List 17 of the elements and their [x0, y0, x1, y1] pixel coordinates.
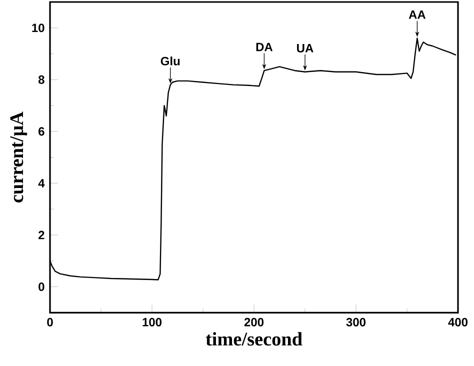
x-tick-label: 200 — [244, 318, 264, 326]
x-tick-label: 100 — [142, 318, 162, 326]
y-tick-label: 8 — [38, 75, 44, 84]
y-tick-label: 4 — [38, 179, 45, 188]
y-tick-label: 0 — [38, 282, 44, 292]
y-tick-label: 2 — [38, 230, 44, 240]
annotation: Glu — [160, 56, 180, 66]
annotation: UA — [297, 44, 314, 52]
y-tick-label: 6 — [38, 127, 44, 136]
x-tick-label: 0 — [47, 318, 53, 326]
x-tick-label: 300 — [346, 318, 366, 326]
annotation: DA — [256, 42, 273, 52]
annotation: AA — [408, 10, 426, 19]
x-tick-label: 400 — [448, 318, 468, 326]
x-axis-title: time/second — [206, 332, 302, 346]
y-axis-title: current/μA — [10, 112, 28, 202]
y-tick-label: 10 — [32, 24, 44, 32]
